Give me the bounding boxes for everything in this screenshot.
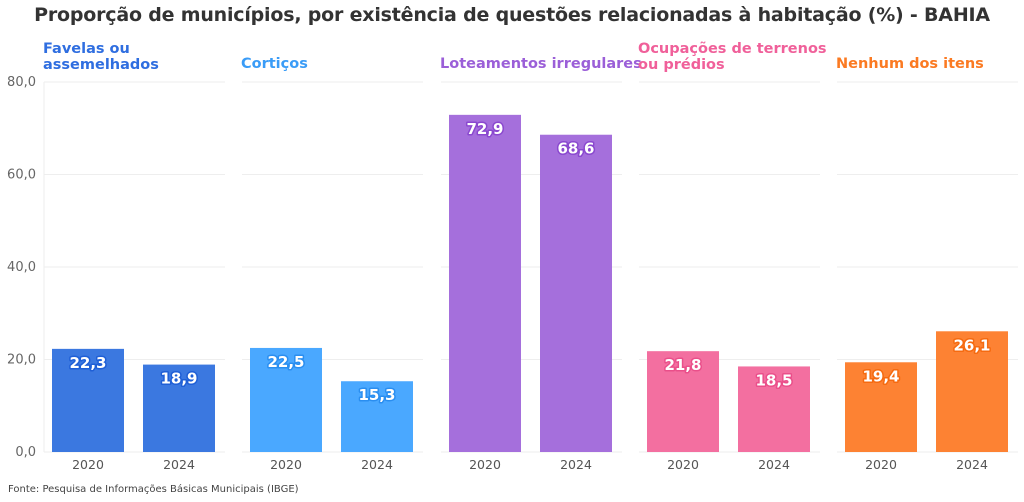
- panel-2: Cortiços 22,5 2020 15,3 2024: [241, 56, 413, 472]
- panel-5: Nenhum dos itens 19,4 2020 26,1 2024: [836, 56, 1008, 472]
- bar: [449, 114, 521, 453]
- x-tick-label: 2020: [667, 457, 699, 472]
- y-tick-label: 20,0: [7, 353, 36, 368]
- y-axis: 0,0 20,0 40,0 60,0 80,0: [7, 75, 36, 460]
- panel-title: ou prédios: [638, 57, 725, 73]
- x-tick-label: 2020: [865, 457, 897, 472]
- data-label: 68,6: [557, 140, 594, 158]
- data-label: 72,9: [466, 120, 503, 138]
- panel-3: Loteamentos irregulares 72,9 2020 68,6 2024: [440, 56, 642, 472]
- data-label: 22,5: [267, 353, 304, 371]
- bar: [738, 366, 810, 452]
- y-tick-label: 80,0: [7, 75, 36, 90]
- bar: [52, 348, 124, 452]
- x-tick-label: 2024: [758, 457, 790, 472]
- bar: [540, 134, 612, 452]
- data-label: 19,4: [862, 367, 899, 385]
- data-label: 22,3: [69, 354, 106, 372]
- panel-title: Nenhum dos itens: [836, 56, 984, 72]
- data-label: 18,9: [160, 370, 197, 388]
- bar: [341, 381, 413, 452]
- panel-title: assemelhados: [43, 57, 159, 73]
- data-label: 18,5: [755, 371, 792, 389]
- data-label: 21,8: [664, 356, 701, 374]
- panel-title: Ocupações de terrenos: [638, 41, 827, 57]
- data-label: 15,3: [358, 386, 395, 404]
- x-tick-label: 2020: [469, 457, 501, 472]
- bar: [845, 362, 917, 452]
- y-tick-label: 0,0: [15, 445, 36, 460]
- panel-title: Loteamentos irregulares: [440, 56, 642, 72]
- panel-title: Cortiços: [241, 56, 308, 72]
- x-tick-label: 2020: [72, 457, 104, 472]
- bar: [936, 331, 1008, 452]
- y-tick-label: 60,0: [7, 168, 36, 183]
- x-tick-label: 2024: [956, 457, 988, 472]
- x-tick-label: 2024: [560, 457, 592, 472]
- y-tick-label: 40,0: [7, 260, 36, 275]
- source-note: Fonte: Pesquisa de Informações Básicas M…: [8, 484, 299, 495]
- x-tick-label: 2024: [361, 457, 393, 472]
- x-tick-label: 2024: [163, 457, 195, 472]
- bar: [250, 347, 322, 452]
- bar: [647, 351, 719, 452]
- chart-title: Proporção de municípios, por existência …: [34, 4, 990, 26]
- panels: Favelas ouassemelhados22,3202018,92024Co…: [43, 41, 1008, 472]
- data-label: 26,1: [953, 336, 990, 354]
- bar: [143, 364, 215, 452]
- panel-title: Favelas ou: [43, 41, 130, 57]
- x-tick-label: 2020: [270, 457, 302, 472]
